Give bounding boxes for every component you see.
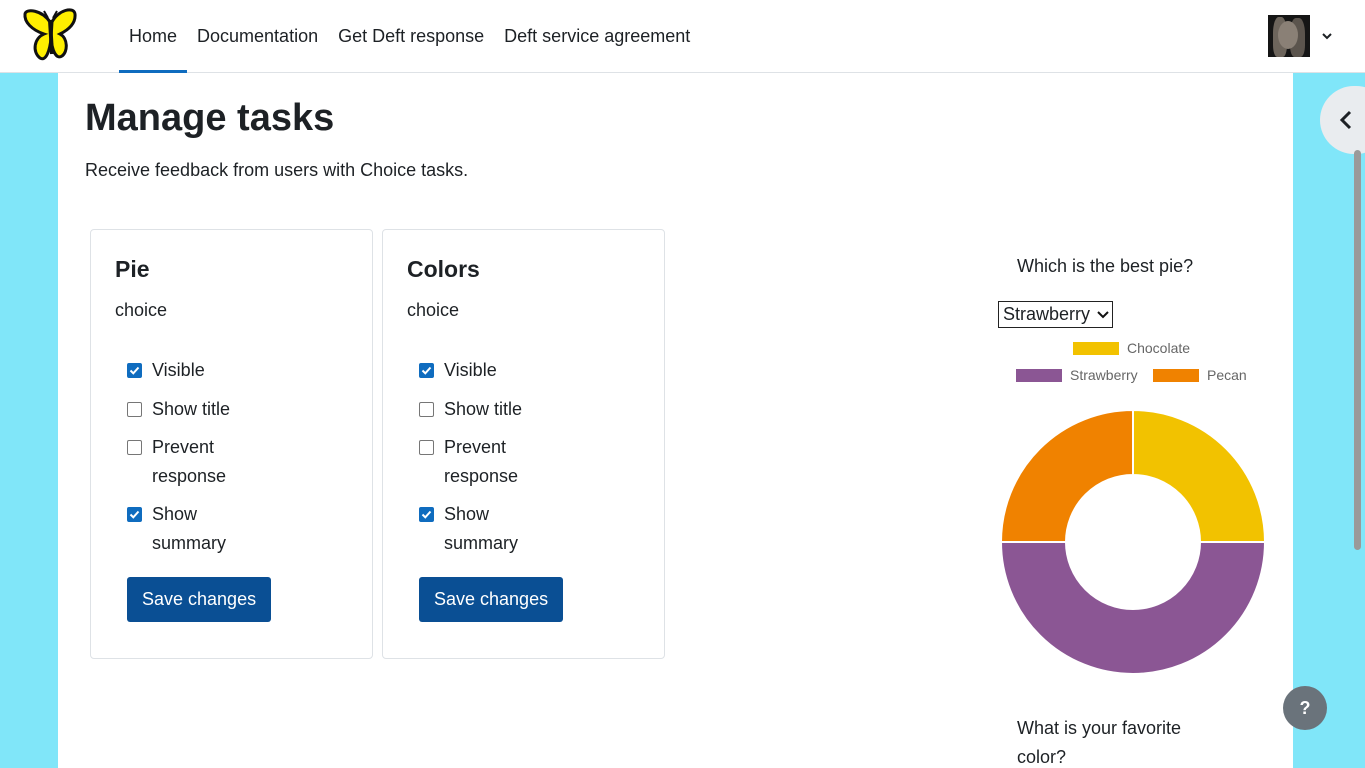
next-question-title: What is your favorite color?	[1017, 718, 1182, 767]
card-type: choice	[115, 300, 168, 320]
checkbox-unchecked[interactable]	[419, 440, 434, 455]
main-content: Manage tasks Receive feedback from users…	[58, 73, 1293, 768]
checkbox-label: Prevent response	[444, 437, 519, 486]
legend-label: Chocolate	[1127, 340, 1191, 356]
checkbox-label: Show summary	[444, 504, 519, 553]
select-value: Strawberry	[1003, 304, 1091, 324]
show-title-checkbox[interactable]: Show title	[419, 395, 544, 424]
task-card-pie: Pie choice Visible Show title Prevent re…	[90, 229, 373, 659]
checkbox-checked[interactable]	[127, 507, 142, 522]
user-menu[interactable]	[1268, 15, 1334, 57]
checkbox-label: Prevent response	[152, 437, 227, 486]
nav-documentation[interactable]: Documentation	[197, 25, 319, 46]
navbar: Home Documentation Get Deft response Def…	[0, 0, 1365, 73]
legend-swatch	[1016, 368, 1062, 382]
primary-nav: Home Documentation Get Deft response Def…	[119, 0, 700, 73]
checkbox-label: Show summary	[152, 504, 227, 553]
slice-chocolate[interactable]	[1132, 408, 1267, 543]
legend-label: Strawberry	[1070, 367, 1138, 383]
legend-item-pecan[interactable]: Pecan	[1153, 367, 1247, 383]
avatar[interactable]	[1268, 15, 1310, 57]
page-title: Manage tasks	[85, 97, 335, 139]
card-title: Pie	[115, 256, 150, 282]
legend-swatch	[1153, 368, 1199, 382]
task-card-colors: Colors choice Visible Show title Prevent…	[382, 229, 665, 659]
question-title: Which is the best pie?	[1017, 256, 1194, 276]
checkbox-label: Visible	[152, 360, 205, 380]
checkbox-unchecked[interactable]	[127, 440, 142, 455]
legend-label: Pecan	[1207, 367, 1247, 383]
visible-checkbox[interactable]: Visible	[419, 356, 544, 385]
checkbox-checked[interactable]	[127, 363, 142, 378]
chevron-left-icon	[1339, 110, 1352, 130]
donut-chart	[999, 408, 1267, 675]
chevron-down-icon[interactable]	[1320, 29, 1334, 43]
slice-pecan[interactable]	[999, 408, 1134, 543]
checkbox-unchecked[interactable]	[127, 402, 142, 417]
scrollbar-thumb[interactable]	[1354, 150, 1361, 550]
chevron-down-icon	[1097, 311, 1109, 319]
legend-item-chocolate[interactable]: Chocolate	[1073, 340, 1190, 356]
legend-swatch	[1073, 341, 1119, 355]
visible-checkbox[interactable]: Visible	[127, 356, 252, 385]
prevent-response-checkbox[interactable]: Prevent response	[419, 433, 544, 491]
save-changes-button[interactable]: Save changes	[419, 577, 564, 622]
save-changes-button[interactable]: Save changes	[127, 577, 272, 622]
slice-strawberry[interactable]	[999, 541, 1267, 675]
nav-get-deft-response[interactable]: Get Deft response	[338, 25, 485, 46]
nav-deft-service-agreement[interactable]: Deft service agreement	[504, 25, 691, 46]
checkbox-checked[interactable]	[419, 363, 434, 378]
checkbox-label: Show title	[152, 399, 231, 419]
help-button[interactable]: ?	[1283, 686, 1327, 730]
response-select[interactable]: Strawberry	[998, 301, 1113, 328]
nav-home[interactable]: Home	[119, 0, 188, 73]
prevent-response-checkbox[interactable]: Prevent response	[127, 433, 252, 491]
card-title: Colors	[407, 256, 480, 282]
legend-item-strawberry[interactable]: Strawberry	[1016, 367, 1138, 383]
checkbox-checked[interactable]	[419, 507, 434, 522]
checkbox-label: Visible	[444, 360, 497, 380]
show-summary-checkbox[interactable]: Show summary	[419, 500, 544, 558]
checkbox-label: Show title	[444, 399, 523, 419]
card-type: choice	[407, 300, 460, 320]
butterfly-logo-icon[interactable]	[22, 8, 78, 62]
show-title-checkbox[interactable]: Show title	[127, 395, 252, 424]
checkbox-unchecked[interactable]	[419, 402, 434, 417]
show-summary-checkbox[interactable]: Show summary	[127, 500, 252, 558]
page-intro: Receive feedback from users with Choice …	[85, 160, 469, 180]
